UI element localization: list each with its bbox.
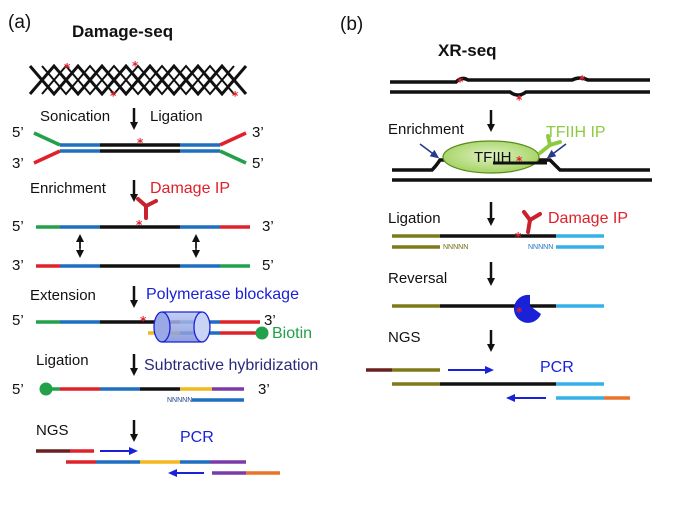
step-tfiih-ip: TFIIH IP (546, 124, 606, 141)
panel-a: (a) Damage-seq * * * * Sonication Ligati… (8, 12, 318, 477)
damage-star: * (516, 154, 523, 168)
damage-star: * (140, 314, 147, 328)
step-ligation-2: Ligation (36, 352, 89, 369)
end-3prime: 3’ (252, 124, 264, 141)
panel-b-title: XR-seq (438, 41, 497, 60)
step-sonication: Sonication (40, 108, 110, 125)
damage-star: * (516, 93, 523, 107)
step-reversal: Reversal (388, 270, 447, 287)
antibody-icon (136, 197, 158, 220)
adapter-ligated-fragment (33, 131, 247, 165)
damage-star: * (232, 89, 239, 103)
damage-star: * (515, 230, 522, 244)
damage-star: * (110, 89, 117, 103)
step-ngs: NGS (388, 329, 421, 346)
step-ligation-1: Ligation (150, 108, 203, 125)
end-3prime: 3’ (12, 257, 24, 274)
end-5prime: 5’ (12, 218, 24, 235)
step-ligation: Ligation (388, 210, 441, 227)
biotin-bead (39, 382, 53, 396)
pcr-label: PCR (180, 429, 214, 446)
biotin-bead (255, 326, 269, 340)
end-5prime: 5’ (262, 257, 274, 274)
damage-star: * (132, 59, 139, 73)
panel-a-label: (a) (8, 12, 31, 33)
step-ngs: NGS (36, 422, 69, 439)
damage-star: * (579, 73, 586, 87)
step-enrichment: Enrichment (388, 121, 465, 138)
pcr-label: PCR (540, 359, 574, 376)
genomic-dna-duplex (390, 76, 650, 97)
end-3prime: 3’ (12, 155, 24, 172)
photolyase-icon (513, 294, 541, 323)
step-enrichment: Enrichment (30, 180, 107, 197)
panel-a-title: Damage-seq (72, 22, 173, 41)
damage-star: * (457, 75, 464, 89)
panel-b: (b) XR-seq * * * Enrichment TFIIH IP TFI… (340, 14, 652, 402)
polymerase-icon (153, 311, 211, 343)
step-damage-ip: Damage IP (150, 180, 230, 197)
damage-antibody-icon (522, 210, 542, 234)
damage-star: * (137, 136, 144, 150)
nnnnn-label: NNNNN (167, 397, 192, 404)
tfiih-complex (442, 140, 540, 174)
end-5prime: 5’ (12, 381, 24, 398)
damage-star: * (516, 305, 523, 319)
step-polymerase-blockage: Polymerase blockage (146, 286, 299, 303)
step-extension: Extension (30, 287, 96, 304)
end-5prime: 5’ (12, 124, 24, 141)
step-damage-ip: Damage IP (548, 210, 628, 227)
incision-arrow-left (419, 143, 440, 159)
end-3prime: 3’ (264, 312, 276, 329)
end-5prime: 5’ (12, 312, 24, 329)
ligated-xr-strand (392, 234, 604, 249)
damage-star: * (136, 218, 143, 232)
end-3prime: 3’ (258, 381, 270, 398)
incision-arrow-right (546, 143, 567, 159)
nnnnn-label: NNNNN (528, 244, 553, 251)
end-3prime: 3’ (262, 218, 274, 235)
nnnnn-label: NNNNN (443, 244, 468, 251)
tfiih-antibody-icon (538, 134, 562, 155)
end-5prime: 5’ (252, 155, 264, 172)
biotin-label: Biotin (272, 325, 312, 342)
step-subtractive-hybridization: Subtractive hybridization (144, 357, 318, 374)
damage-star: * (64, 61, 71, 75)
genomic-dna-helix (28, 63, 248, 97)
panel-b-label: (b) (340, 14, 363, 35)
